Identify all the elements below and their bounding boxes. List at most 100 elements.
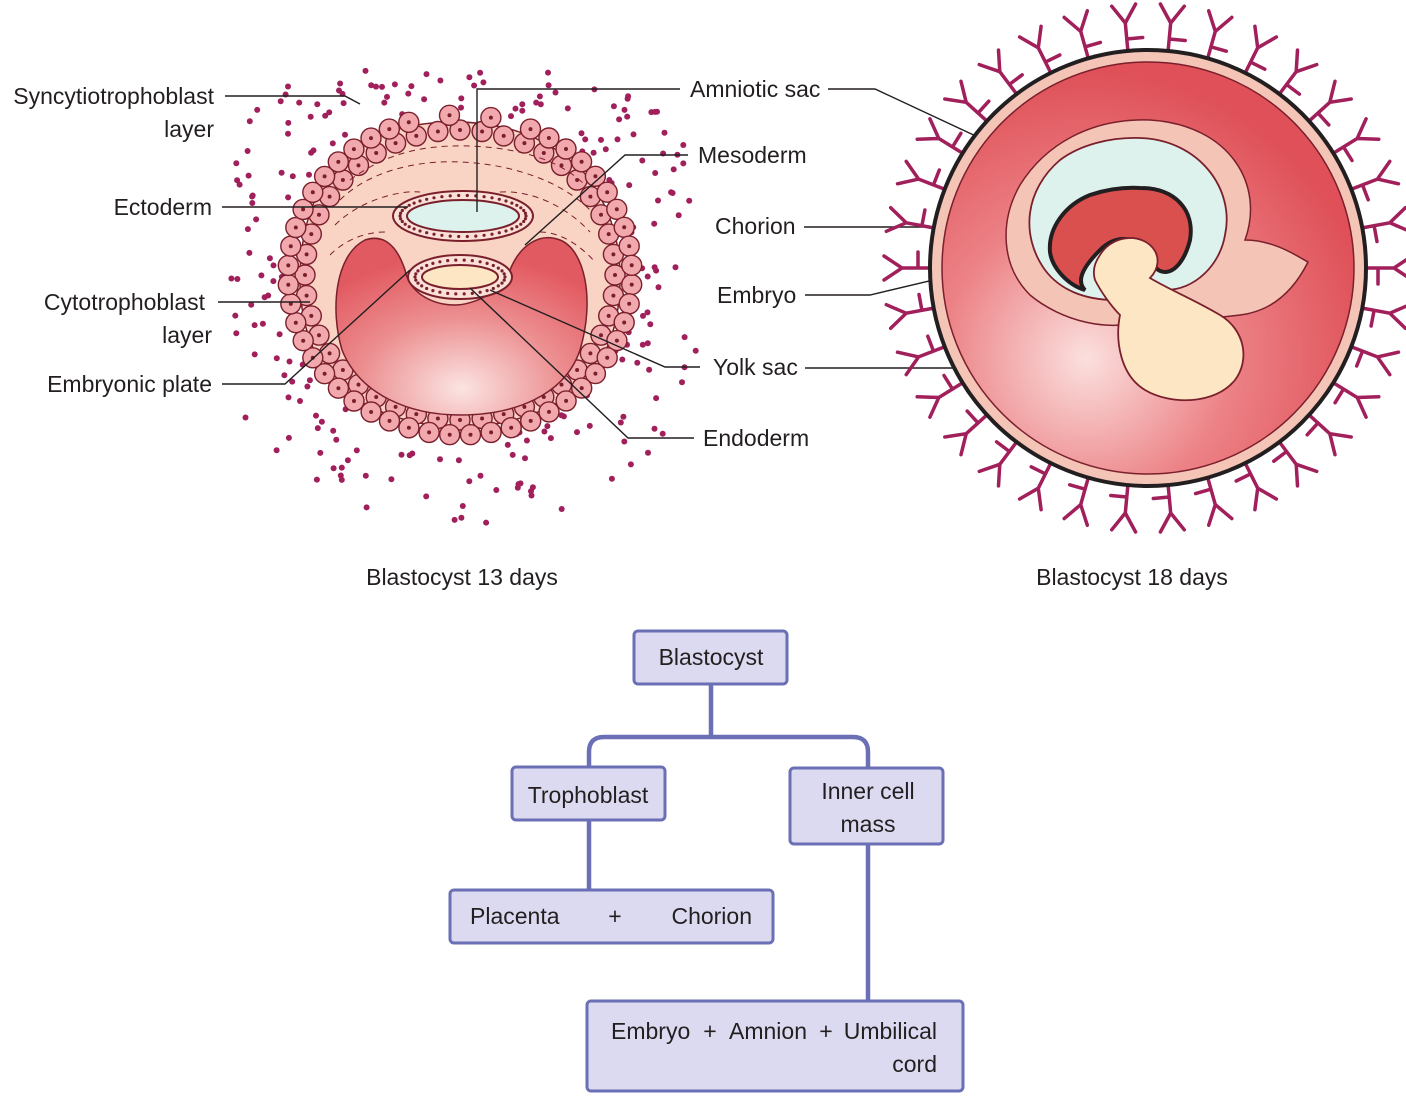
- syncytio-dot: [437, 456, 443, 463]
- mesoderm-dashes: [329, 145, 596, 263]
- placenta-label: Placenta: [470, 903, 560, 929]
- blastocyst-box-label: Blastocyst: [659, 644, 764, 670]
- syncytio-dot: [512, 105, 519, 112]
- syncytio-dot: [537, 101, 544, 108]
- syncytio-dot: [619, 356, 626, 363]
- syncytio-dot: [368, 82, 375, 89]
- syncytio-dot: [598, 136, 604, 143]
- syncytio-dot: [529, 484, 536, 491]
- syncytio-dot: [519, 101, 526, 108]
- villus: [882, 250, 932, 282]
- syncytio-dot: [645, 449, 651, 456]
- syncytio-dot: [258, 272, 265, 279]
- villus: [1109, 483, 1138, 534]
- villus: [1364, 257, 1406, 286]
- syncytio-dot: [314, 425, 321, 432]
- syncytiotrophoblast-label-line2: layer: [164, 116, 214, 142]
- syncytio-dot: [266, 255, 273, 262]
- syncytio-dot: [504, 441, 511, 448]
- syncytio-dot: [517, 480, 524, 487]
- villus: [943, 409, 989, 457]
- amniotic-sac-label: Amniotic sac: [690, 76, 820, 102]
- syncytio-dot: [313, 476, 320, 483]
- syncytio-dot: [249, 200, 256, 206]
- syncytio-dot: [236, 181, 243, 188]
- syncytio-dot: [458, 104, 464, 111]
- syncytio-dot: [627, 461, 634, 468]
- syncytio-dot: [564, 105, 571, 112]
- syncytio-dot: [458, 514, 465, 521]
- villus: [1243, 24, 1279, 75]
- syncytio-dot: [296, 99, 303, 106]
- syncytio-dot: [297, 398, 303, 404]
- syncytio-dot: [509, 451, 516, 458]
- syncytio-dot: [244, 226, 251, 233]
- syncytio-dot: [493, 487, 500, 493]
- syncytio-dot: [278, 169, 285, 176]
- syncytio-dot: [285, 394, 292, 401]
- villus: [1360, 304, 1406, 331]
- syncytio-dot: [644, 309, 651, 316]
- syncytio-dot: [606, 177, 613, 183]
- syncytio-dot: [246, 249, 253, 256]
- ectoderm-label: Ectoderm: [114, 194, 212, 220]
- syncytio-dot: [362, 67, 369, 74]
- syncytio-dot: [558, 412, 565, 419]
- syncytio-dot: [408, 83, 415, 90]
- syncytio-dot: [616, 116, 623, 123]
- syncytio-dot: [336, 87, 342, 94]
- syncytio-dot: [405, 90, 412, 97]
- caption-18-days: Blastocyst 18 days: [1036, 564, 1228, 590]
- umbilical-box-label-line2: cord: [892, 1051, 937, 1077]
- syncytio-dot: [686, 197, 693, 204]
- syncytio-dot: [398, 451, 405, 458]
- syncytio-dot: [544, 423, 551, 430]
- umbilical-box-label: Umbilical: [844, 1018, 937, 1044]
- syncytio-dot: [244, 148, 251, 154]
- syncytio-dot: [522, 455, 528, 462]
- syncytio-dot: [692, 347, 699, 354]
- embryo-box-label: Embryo: [611, 1018, 690, 1044]
- placenta-chorion-box: [448, 888, 775, 945]
- syncytio-dot: [681, 334, 688, 341]
- villus: [1205, 9, 1234, 61]
- syncytio-dot: [304, 383, 311, 390]
- syncytio-dot: [248, 301, 255, 308]
- syncytio-dot: [621, 438, 628, 445]
- syncytio-dot: [655, 197, 661, 204]
- plus-sign: +: [819, 1018, 832, 1044]
- connector-split: [586, 734, 871, 768]
- syncytio-dot: [333, 436, 340, 443]
- syncytiotrophoblast-label: Syncytiotrophoblast: [13, 83, 214, 109]
- syncytio-dot: [558, 506, 565, 512]
- yolk-sac-label: Yolk sac: [713, 354, 798, 380]
- syncytio-dot: [614, 136, 621, 143]
- blastocyst-box: [632, 629, 789, 686]
- syncytio-dot: [644, 340, 651, 347]
- plus-sign: +: [608, 903, 621, 929]
- syncytio-dot: [234, 276, 241, 282]
- blastocyst-18-days-illustration: [882, 2, 1406, 534]
- syncytio-dot: [306, 171, 312, 178]
- yolk-sac: [1092, 237, 1245, 402]
- syncytio-dot: [679, 379, 685, 386]
- syncytio-dot: [541, 428, 548, 435]
- syncytio-dot: [342, 131, 348, 138]
- syncytio-dot: [261, 294, 268, 301]
- villus: [915, 117, 965, 155]
- syncytio-dot: [391, 81, 398, 88]
- leader-lines: [218, 88, 1170, 439]
- syncytio-dot: [338, 464, 345, 471]
- syncytio-dot: [253, 216, 260, 223]
- syncytio-dot: [285, 194, 292, 201]
- syncytio-dot: [273, 355, 280, 362]
- syncytio-dot: [523, 437, 530, 444]
- syncytio-dot: [437, 77, 444, 84]
- syncytio-dot: [344, 457, 351, 464]
- syncytio-dot: [552, 89, 559, 96]
- syncytio-dot: [608, 475, 615, 482]
- syncytio-dot: [651, 264, 658, 271]
- villus: [1331, 381, 1381, 419]
- syncytio-dot: [647, 321, 654, 328]
- endoderm-cells: [413, 258, 507, 296]
